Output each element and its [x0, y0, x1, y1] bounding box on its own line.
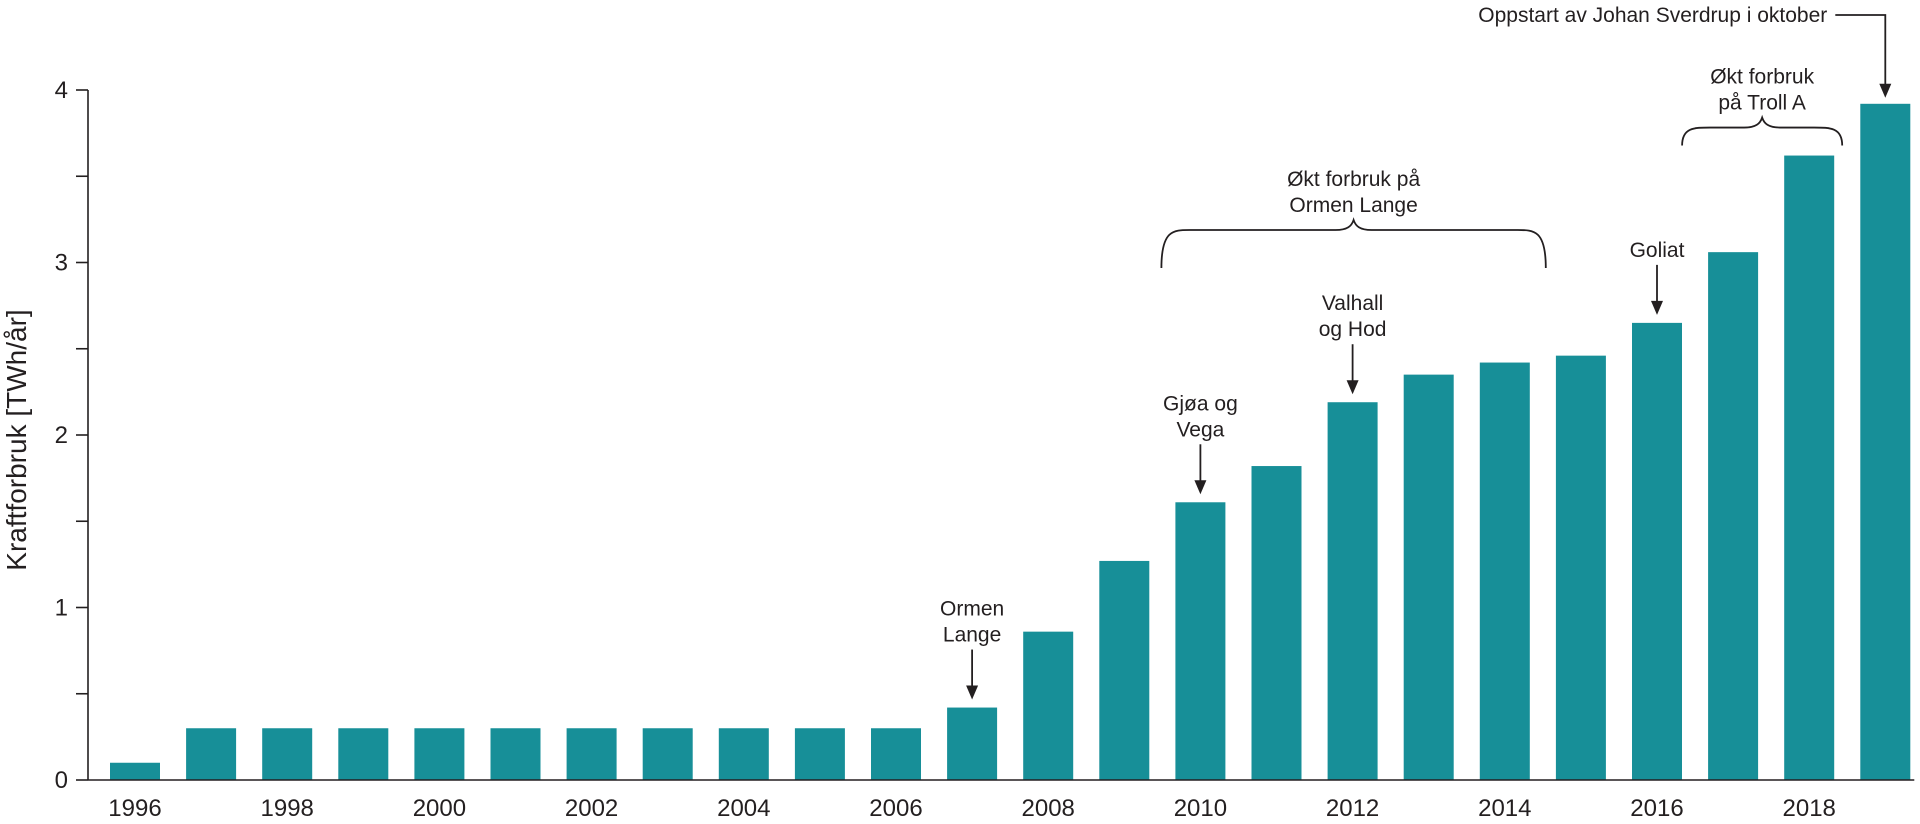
- bar-2002: [566, 728, 617, 780]
- bar-1999: [338, 728, 389, 780]
- bar-2006: [871, 728, 921, 780]
- y-axis-label: Kraftforbruk [TWh/år]: [1, 309, 32, 570]
- bar-2000: [414, 728, 465, 780]
- bar-2003: [642, 728, 693, 780]
- bar-1998: [262, 728, 313, 780]
- y-tick-label: 0: [55, 767, 68, 794]
- bar-2012: [1327, 402, 1378, 780]
- bar-2004: [718, 728, 769, 780]
- x-tick-label: 2008: [1022, 795, 1075, 822]
- bar-2018: [1784, 155, 1835, 781]
- bar-1997: [186, 728, 237, 780]
- x-tick-label: 2000: [413, 795, 466, 822]
- annotation-oppstart-av-johan-sverdrup-i-oktober: Oppstart av Johan Sverdrup i oktober: [1478, 4, 1827, 27]
- brace: [1160, 217, 1547, 269]
- x-tick-label: 2014: [1478, 795, 1531, 822]
- annotation-valhall-og-hod: Valhall og Hod: [1319, 292, 1387, 341]
- arrow-line: [1835, 14, 1887, 86]
- y-tick-label: 4: [55, 77, 68, 104]
- bars: [110, 103, 1911, 781]
- bar-2013: [1403, 374, 1454, 780]
- x-tick-label: 2004: [717, 795, 770, 822]
- annotation-ormen-lange: Ormen Lange: [940, 598, 1004, 647]
- annotation-goliat: Goliat: [1630, 239, 1685, 262]
- bar-2017: [1708, 252, 1759, 780]
- axes: 0 1 2 3 4 1996 1998 2000 2002 2004 2006 2008 2010 201…: [55, 77, 1915, 822]
- brace: [1681, 114, 1844, 146]
- bar-2007: [947, 707, 998, 780]
- arrow-head: [1879, 83, 1892, 98]
- x-tick-label: 2016: [1630, 795, 1683, 822]
- x-tick-label: 2010: [1174, 795, 1227, 822]
- x-tick-label: 1996: [108, 795, 161, 822]
- x-tick-label: 2006: [869, 795, 922, 822]
- x-tick-label: 2012: [1326, 795, 1379, 822]
- bar-2015: [1555, 355, 1606, 780]
- y-tick-label: 1: [55, 595, 68, 622]
- x-tick-label: 2002: [565, 795, 618, 822]
- arrow-head: [1346, 380, 1359, 395]
- bar-2016: [1632, 322, 1682, 780]
- bar-2019: [1860, 103, 1911, 781]
- bar-2001: [490, 728, 541, 780]
- bar-2014: [1479, 362, 1530, 780]
- annotation-økt-forbruk-på-ormen-lange: Økt forbruk på Ormen Lange: [1287, 168, 1420, 217]
- x-tick-label: 1998: [261, 795, 314, 822]
- bar-2008: [1023, 631, 1074, 780]
- arrow-head: [1194, 480, 1207, 495]
- y-tick-label: 3: [55, 250, 68, 277]
- bar-2009: [1099, 560, 1150, 780]
- y-tick-label: 2: [55, 422, 68, 449]
- x-tick-label: 2018: [1783, 795, 1836, 822]
- bar-2010: [1175, 502, 1226, 780]
- annotations: Ormen Lange Gjøa og Vega Valhall og Hod Goliat…: [940, 4, 1892, 700]
- arrow-head: [1651, 300, 1663, 315]
- bar-2005: [794, 728, 845, 780]
- bar-1996: [110, 762, 160, 780]
- arrow-head: [966, 685, 979, 700]
- annotation-økt-forbruk-på-troll-a: Økt forbruk på Troll A: [1710, 66, 1814, 115]
- bar-2011: [1251, 466, 1302, 780]
- annotation-gjøa-og-vega: Gjøa og Vega: [1163, 392, 1238, 441]
